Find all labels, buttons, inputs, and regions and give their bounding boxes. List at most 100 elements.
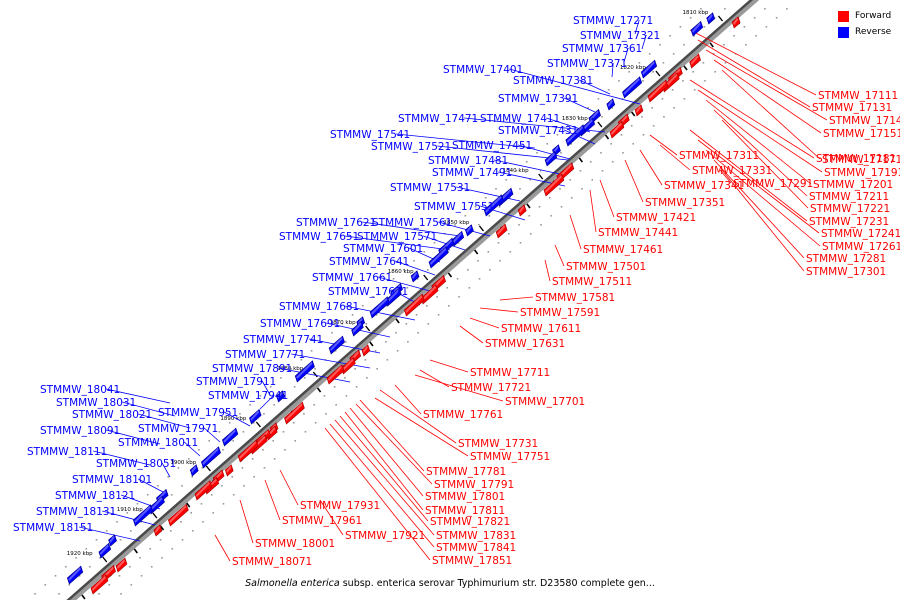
feature-marker (159, 525, 165, 531)
reverse-gene-label: STMMW_17971 (138, 423, 218, 435)
reverse-gene-arrow (66, 565, 84, 585)
forward-connector (697, 39, 811, 108)
forward-gene-label: STMMW_17181 (816, 153, 896, 165)
scale-tick (597, 121, 603, 128)
reverse-gene-label: STMMW_17271 (573, 15, 653, 27)
reverse-gene-label: STMMW_17891 (212, 363, 292, 375)
scale-tick (655, 70, 661, 77)
reverse-connector (611, 62, 614, 78)
forward-gene-label: STMMW_17921 (345, 530, 425, 542)
caption-species: Salmonella enterica (245, 578, 340, 589)
feature-marker (473, 249, 479, 255)
reverse-connector (437, 145, 569, 161)
forward-gene-label: STMMW_17151 (823, 128, 900, 140)
forward-connector (459, 325, 484, 344)
reverse-gene-label: STMMW_17641 (329, 256, 409, 268)
reverse-gene-label: STMMW_17521 (371, 141, 451, 153)
reverse-gene-arrows (66, 12, 716, 585)
forward-gene-arrow (543, 173, 565, 197)
forward-connector (329, 423, 435, 548)
legend-forward: Forward (838, 8, 891, 24)
forward-connector (394, 384, 422, 415)
forward-gene-label: STMMW_17841 (436, 542, 516, 554)
forward-connector (705, 49, 828, 121)
reverse-gene-label: STMMW_18111 (27, 446, 107, 458)
reverse-connector (291, 353, 371, 369)
forward-gene-arrow (609, 120, 625, 139)
reverse-connector (509, 68, 641, 105)
reverse-gene-arrow (544, 150, 558, 167)
reverse-gene-label: STMMW_18101 (72, 474, 152, 486)
scale-tick (102, 556, 108, 563)
forward-gene-arrow (284, 401, 305, 425)
reverse-gene-arrow (465, 224, 474, 237)
reverse-gene-arrow (606, 98, 616, 111)
reverse-connector (456, 186, 521, 202)
forward-gene-label: STMMW_17171 (822, 154, 900, 166)
reverse-gene-label: STMMW_17471 (398, 113, 478, 125)
reverse-gene-label: STMMW_17561 (372, 217, 452, 229)
forward-gene-label: STMMW_17831 (436, 530, 516, 542)
forward-connector (569, 214, 582, 250)
reverse-gene-label: STMMW_18041 (40, 384, 120, 396)
reverse-gene-label: STMMW_17391 (498, 93, 578, 105)
reverse-gene-label: STMMW_18121 (55, 490, 135, 502)
forward-connector (414, 374, 504, 402)
reverse-gene-label: STMMW_17671 (328, 286, 408, 298)
forward-gene-label: STMMW_17261 (822, 241, 900, 253)
reverse-gene-arrow (222, 427, 239, 447)
forward-gene-label: STMMW_17461 (583, 244, 663, 256)
forward-gene-label: STMMW_17501 (566, 261, 646, 273)
reverse-gene-arrow (276, 390, 285, 403)
forward-gene-label: STMMW_17761 (423, 409, 503, 421)
feature-marker (526, 203, 531, 209)
forward-connector (639, 149, 663, 186)
forward-gene-label: STMMW_17131 (812, 102, 892, 114)
reverse-gene-arrow (706, 12, 716, 25)
forward-connector (689, 129, 808, 222)
reverse-gene-arrow (622, 76, 643, 99)
scale-tick-label: 1830 kbp (562, 116, 588, 122)
forward-connector (374, 397, 469, 457)
forward-connector (379, 389, 457, 444)
forward-gene-label: STMMW_17341 (664, 180, 744, 192)
feature-marker (631, 111, 636, 117)
forward-gene-label: STMMW_17421 (616, 212, 696, 224)
forward-gene-label: STMMW_17511 (552, 276, 632, 288)
scale-tick-label: 1820 kbp (620, 65, 646, 71)
reverse-gene-label: STMMW_17491 (432, 167, 512, 179)
reverse-gene-arrow (132, 504, 153, 527)
forward-gene-arrow (647, 79, 669, 103)
reverse-connector (634, 19, 640, 35)
reverse-gene-label: STMMW_18021 (72, 409, 152, 421)
reverse-gene-label: STMMW_18091 (40, 425, 120, 437)
feature-marker (81, 594, 86, 600)
feature-marker (186, 502, 191, 508)
forward-connector (624, 159, 644, 203)
reverse-connector (396, 133, 536, 149)
reverse-connector (345, 305, 416, 321)
forward-gene-label: STMMW_17701 (505, 396, 585, 408)
forward-connector (697, 139, 820, 234)
reverse-gene-label: STMMW_18031 (56, 397, 136, 409)
forward-gene-arrow (731, 16, 741, 29)
reverse-connector (79, 526, 141, 542)
reverse-gene-label: STMMW_17681 (279, 301, 359, 313)
reverse-connector (102, 510, 156, 526)
forward-connector (721, 169, 805, 272)
forward-gene-label: STMMW_17191 (824, 167, 900, 179)
reverse-gene-arrow (410, 270, 420, 283)
feature-marker (395, 318, 400, 324)
scale-tick-label: 1840 kbp (503, 168, 529, 174)
reverse-gene-label: STMMW_17741 (243, 334, 323, 346)
forward-gene-label: STMMW_17931 (300, 500, 380, 512)
reverse-connector (261, 380, 271, 396)
forward-gene-label: STMMW_17711 (470, 367, 550, 379)
forward-gene-label: STMMW_17961 (282, 515, 362, 527)
forward-connector (214, 534, 231, 562)
forward-swatch (838, 10, 849, 22)
forward-gene-arrow (167, 503, 189, 527)
forward-gene-label: STMMW_17221 (810, 203, 890, 215)
reverse-gene-label: STMMW_17621 (296, 217, 376, 229)
